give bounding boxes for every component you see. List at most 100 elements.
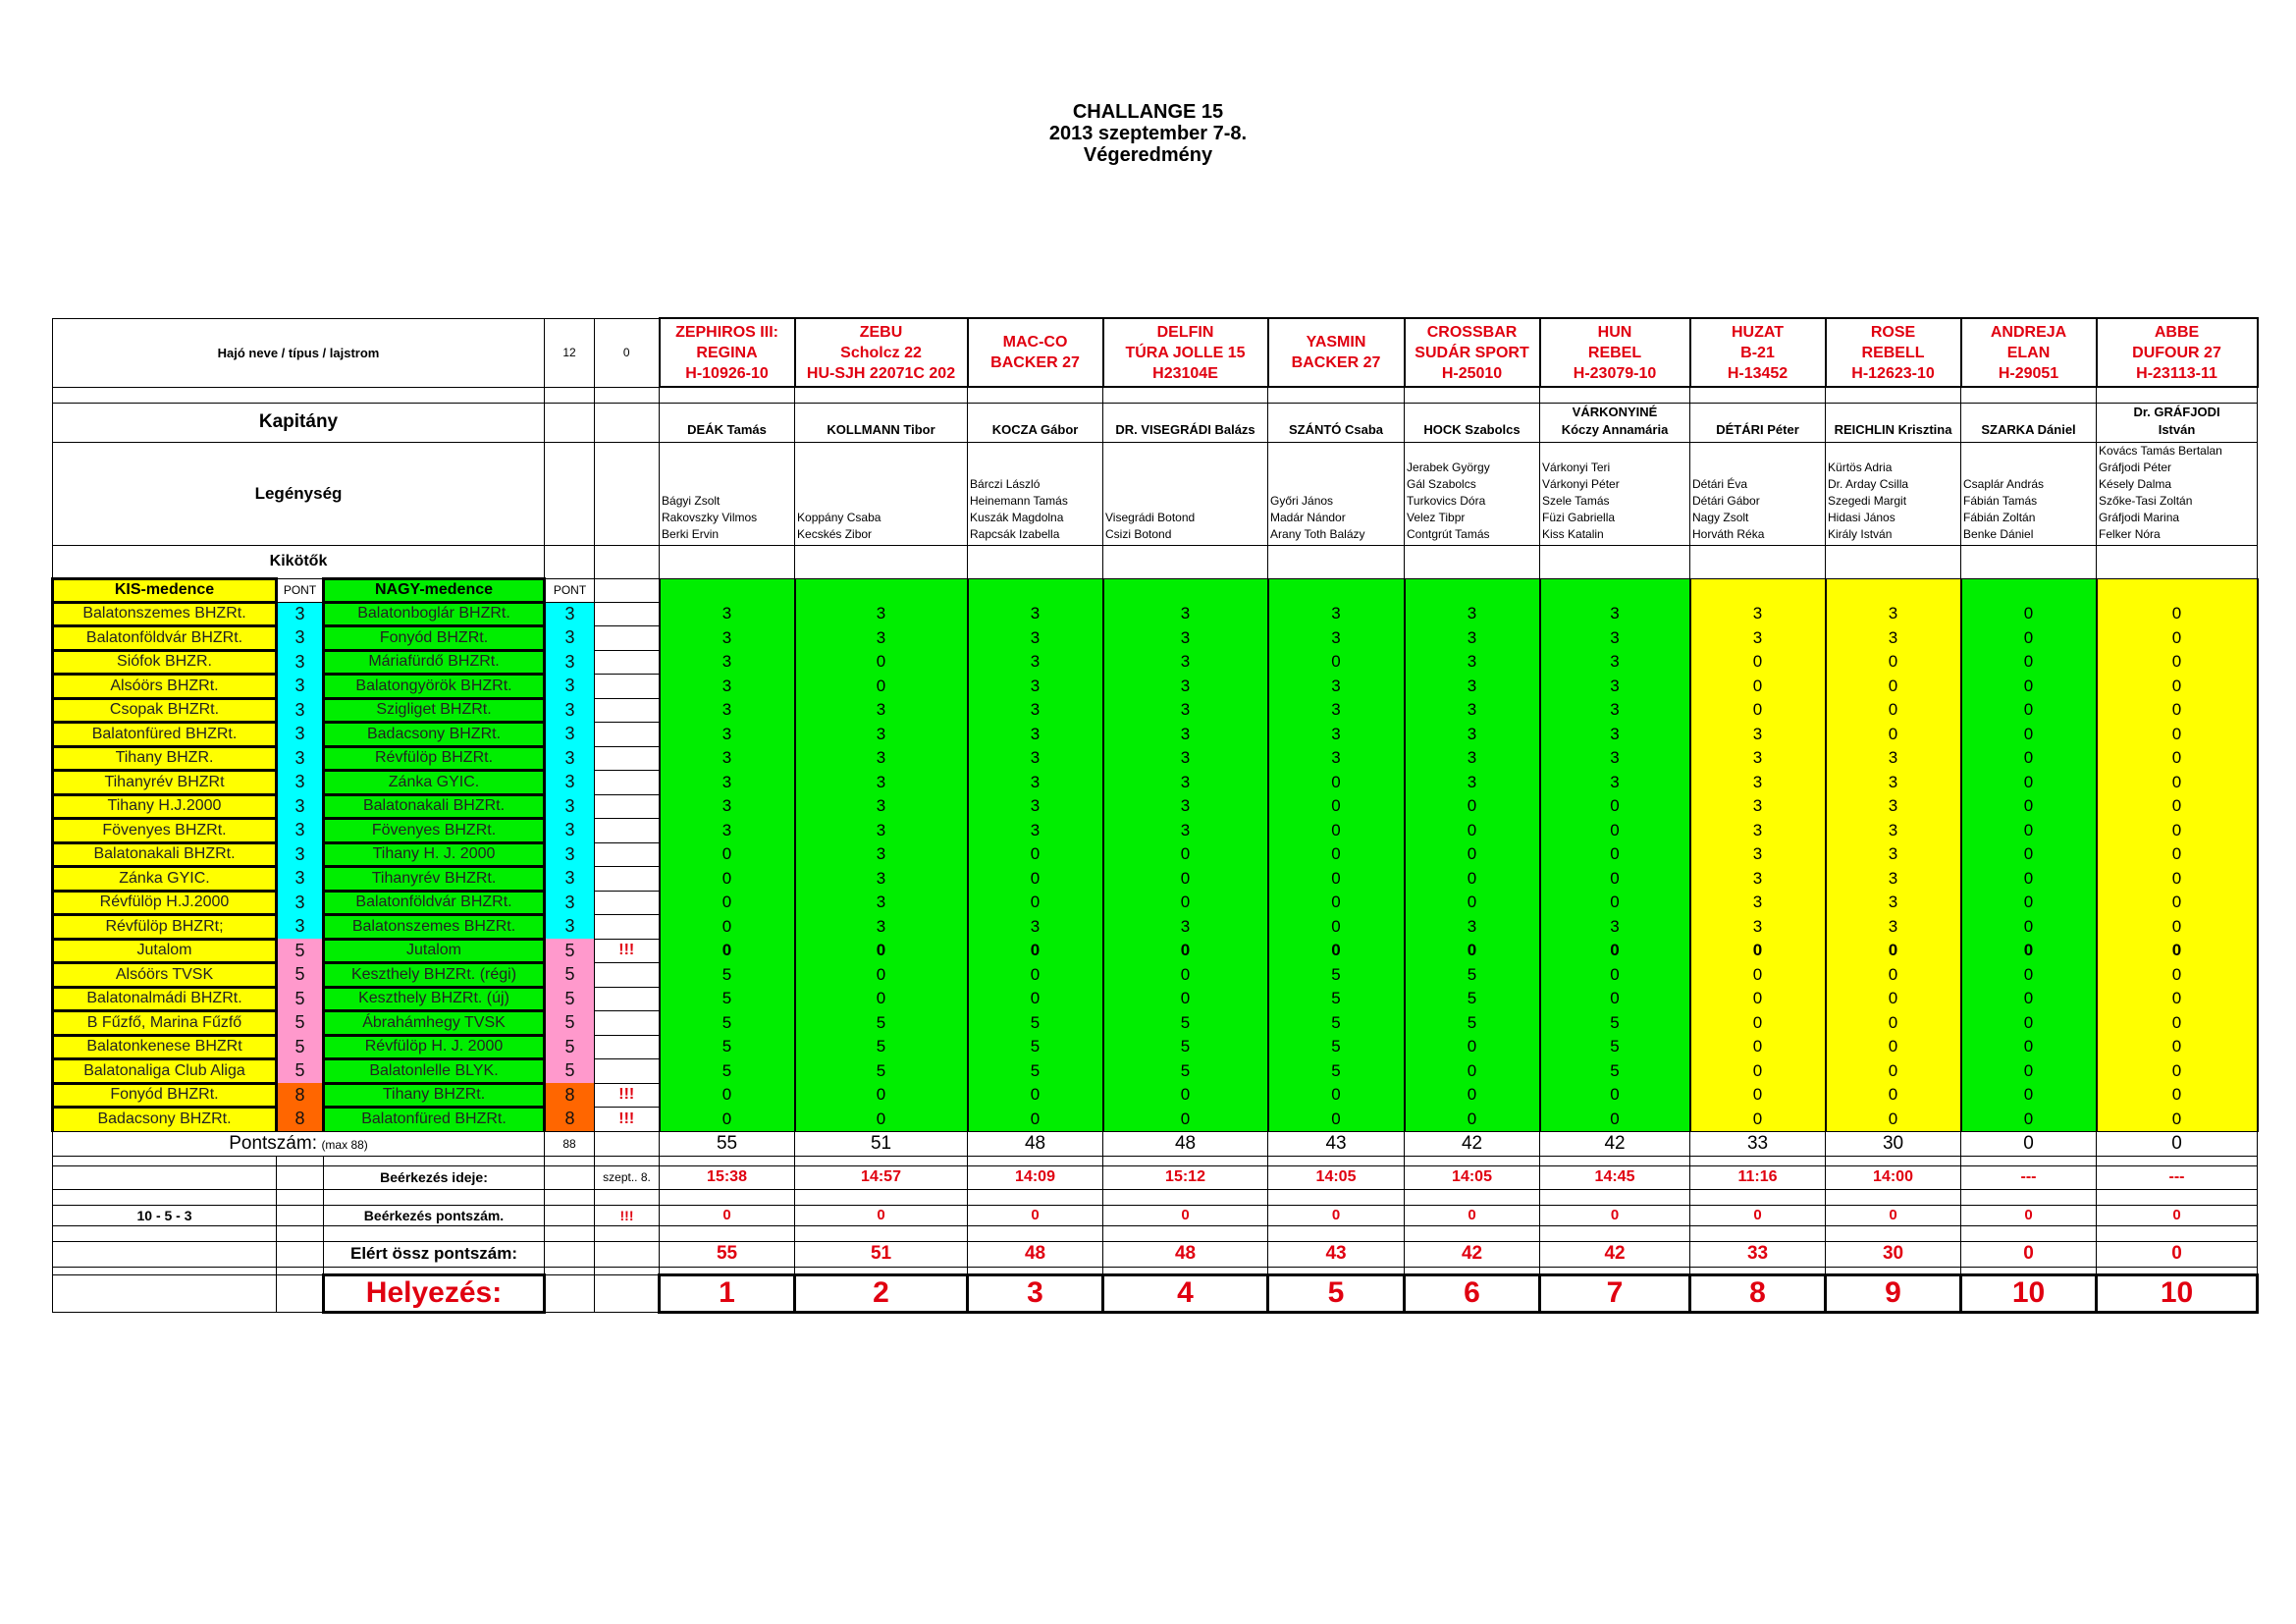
score-cell: 0 bbox=[1688, 1010, 1827, 1035]
port-row: Balatonföldvár BHZRt. 3 Fonyód BHZRt. 3 3 3 3 3… bbox=[51, 624, 2259, 651]
kis-port-points: 5 bbox=[276, 1058, 324, 1083]
boat-header-label: Hajó neve / típus / lajstrom bbox=[51, 317, 546, 388]
port-flag bbox=[594, 914, 661, 940]
score-cell: 3 bbox=[1688, 602, 1827, 626]
score-cell: 0 bbox=[2095, 674, 2259, 698]
nagy-port: Fonyód BHZRt. bbox=[321, 624, 547, 651]
score-cell: 0 bbox=[1688, 698, 1827, 723]
port-row: Tihany H.J.2000 3 Balatonakali BHZRt. 3 3 3 3 3… bbox=[51, 792, 2259, 819]
score-cell: 0 bbox=[1538, 842, 1691, 867]
score-cell: 0 bbox=[1959, 1010, 2098, 1035]
place-value: 3 bbox=[966, 1272, 1105, 1314]
score-cell: 0 bbox=[1266, 818, 1406, 842]
empty-cell bbox=[1825, 544, 1962, 579]
score-cell: 3 bbox=[658, 794, 796, 819]
arrival-date: szept.. 8. bbox=[594, 1164, 661, 1190]
arrival-points: 0 bbox=[1825, 1204, 1962, 1226]
score-cell: 0 bbox=[1688, 1107, 1827, 1131]
kis-port: Fövenyes BHZRt. bbox=[51, 817, 278, 843]
arrival-points: 0 bbox=[1404, 1204, 1541, 1226]
score-cell: 0 bbox=[1101, 891, 1269, 915]
score-cell: 3 bbox=[658, 602, 796, 626]
port-flag bbox=[594, 625, 661, 651]
empty-cell bbox=[1404, 386, 1541, 404]
zero-value: 0 bbox=[594, 317, 661, 388]
port-flag bbox=[594, 697, 661, 723]
empty-cell bbox=[52, 1224, 277, 1242]
arrival-time: 11:16 bbox=[1689, 1164, 1827, 1190]
empty-cell bbox=[1102, 1155, 1269, 1166]
score-cell: 0 bbox=[1538, 987, 1691, 1011]
score-cell: 0 bbox=[966, 962, 1104, 987]
kis-port-points: 5 bbox=[276, 939, 324, 963]
crew-row: Legénység Bágyi Zsolt Rakovszky Vilmos Be… bbox=[51, 441, 2259, 546]
score-cell: 3 bbox=[1101, 818, 1269, 842]
score-cell: 0 bbox=[1959, 962, 2098, 987]
nagy-port-points: 3 bbox=[543, 625, 595, 650]
nagy-port-points: 3 bbox=[543, 891, 595, 915]
score-cell: 3 bbox=[1101, 794, 1269, 819]
crew-label: Legénység bbox=[51, 441, 546, 546]
spacer-row bbox=[52, 1224, 2259, 1242]
arrival-points-label: Beérkezés pontszám. bbox=[322, 1204, 546, 1226]
score-cell: 0 bbox=[1959, 650, 2098, 675]
score-cell: 3 bbox=[658, 818, 796, 842]
nagy-port: Révfülöp H. J. 2000 bbox=[321, 1033, 547, 1059]
port-row: Balatonkenese BHZRt 5 Révfülöp H. J. 2000 5… bbox=[51, 1033, 2259, 1059]
nagy-port-points: 3 bbox=[543, 842, 595, 867]
captain-name: VÁRKONYINÉ Kóczy Annamária bbox=[1539, 402, 1691, 443]
score-cell: 5 bbox=[1266, 1035, 1406, 1059]
captain-name: HOCK Szabolcs bbox=[1404, 402, 1541, 443]
score-cell: 3 bbox=[1824, 602, 1962, 626]
score-cell: 0 bbox=[1688, 987, 1827, 1011]
arrival-time: 14:00 bbox=[1825, 1164, 1962, 1190]
score-cell: 0 bbox=[1403, 866, 1541, 891]
score-cell: 0 bbox=[1959, 987, 2098, 1011]
arrival-points: 0 bbox=[1267, 1204, 1406, 1226]
empty-cell bbox=[967, 1188, 1104, 1206]
kis-port: Révfülöp BHZRt; bbox=[51, 913, 278, 940]
score-cell: 0 bbox=[1403, 842, 1541, 867]
score-cell: 0 bbox=[1959, 722, 2098, 746]
boat-points: 42 bbox=[1539, 1130, 1691, 1157]
kis-port-points: 8 bbox=[276, 1107, 324, 1131]
score-cell: 0 bbox=[1959, 939, 2098, 963]
arrival-points: 0 bbox=[1539, 1204, 1691, 1226]
score-cell: 3 bbox=[1403, 770, 1541, 794]
boat-points: 30 bbox=[1825, 1130, 1962, 1157]
score-cell: 3 bbox=[1266, 698, 1406, 723]
kis-port: Alsóörs BHZRt. bbox=[51, 673, 278, 699]
port-flag: !!! bbox=[594, 938, 661, 963]
score-cell: 3 bbox=[966, 794, 1104, 819]
total-points: 30 bbox=[1825, 1240, 1962, 1268]
results-table: Hajó neve / típus / lajstrom 12 0 ZEPHIROS … bbox=[51, 317, 2260, 1314]
empty-cell bbox=[1102, 386, 1269, 404]
score-cell: 3 bbox=[1688, 625, 1827, 650]
arrival-time: --- bbox=[2096, 1164, 2259, 1190]
score-cell: 0 bbox=[1959, 1035, 2098, 1059]
captain-name: KOCZA Gábor bbox=[967, 402, 1104, 443]
score-cell: 0 bbox=[658, 1107, 796, 1131]
score-cell: 3 bbox=[1824, 866, 1962, 891]
score-cell: 0 bbox=[793, 650, 969, 675]
arrival-points-row: 10 - 5 - 3 Beérkezés pontszám.!!! 0 0 0 0 0 0 0 0… bbox=[52, 1204, 2259, 1226]
score-cell: 3 bbox=[1538, 698, 1691, 723]
score-cell: 3 bbox=[1688, 794, 1827, 819]
kis-port: Révfülöp H.J.2000 bbox=[51, 889, 278, 915]
score-cell: 3 bbox=[793, 625, 969, 650]
score-cell: 3 bbox=[1101, 722, 1269, 746]
empty-cell bbox=[544, 1204, 596, 1226]
nagy-port-points: 3 bbox=[543, 770, 595, 794]
nagy-port-points: 5 bbox=[543, 939, 595, 963]
score-cell bbox=[2095, 578, 2259, 602]
total-points: 33 bbox=[1689, 1240, 1827, 1268]
score-cell: 0 bbox=[1538, 818, 1691, 842]
empty-cell bbox=[594, 544, 661, 579]
empty-cell bbox=[594, 1273, 661, 1313]
score-cell bbox=[1266, 578, 1406, 602]
nagy-port-points: 3 bbox=[543, 818, 595, 842]
empty-cell bbox=[967, 1155, 1104, 1166]
kis-port: Tihany BHZR. bbox=[51, 744, 278, 771]
score-cell: 0 bbox=[1959, 602, 2098, 626]
empty-cell bbox=[967, 1266, 1104, 1275]
